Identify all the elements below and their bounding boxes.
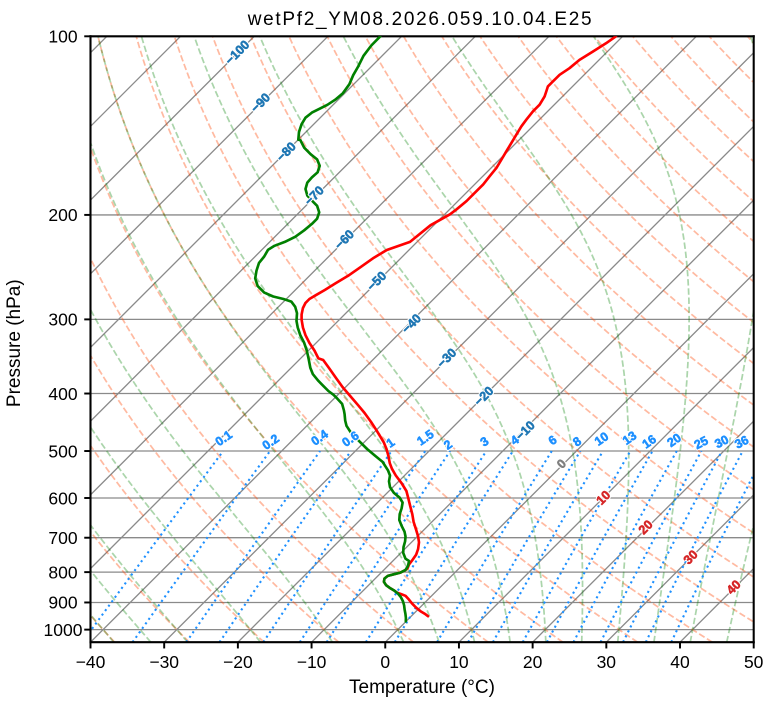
svg-text:Pressure (hPa): Pressure (hPa) xyxy=(4,279,25,407)
svg-text:40: 40 xyxy=(670,652,690,672)
svg-text:400: 400 xyxy=(48,384,77,404)
svg-text:−40: −40 xyxy=(76,652,106,672)
svg-text:30: 30 xyxy=(712,432,731,451)
svg-text:25: 25 xyxy=(692,433,711,452)
svg-text:−20: −20 xyxy=(223,652,253,672)
svg-text:500: 500 xyxy=(48,441,77,461)
svg-text:600: 600 xyxy=(48,488,77,508)
svg-text:30: 30 xyxy=(597,652,617,672)
svg-text:10: 10 xyxy=(449,652,469,672)
svg-text:800: 800 xyxy=(48,562,77,582)
svg-text:25: 25 xyxy=(692,433,711,452)
svg-text:−30: −30 xyxy=(149,652,179,672)
svg-text:900: 900 xyxy=(48,593,77,613)
svg-text:−10: −10 xyxy=(297,652,327,672)
svg-text:1000: 1000 xyxy=(44,620,83,640)
svg-text:36: 36 xyxy=(732,433,751,452)
svg-text:20: 20 xyxy=(523,652,543,672)
svg-text:200: 200 xyxy=(48,205,77,225)
svg-text:300: 300 xyxy=(48,310,77,330)
svg-text:0: 0 xyxy=(380,652,390,672)
svg-text:16: 16 xyxy=(640,432,659,451)
svg-text:100: 100 xyxy=(48,27,77,47)
svg-text:50: 50 xyxy=(744,652,764,672)
svg-text:700: 700 xyxy=(48,528,77,548)
svg-text:Temperature (°C): Temperature (°C) xyxy=(349,677,495,698)
svg-text:wetPf2_YM08.2026.059.10.04.E25: wetPf2_YM08.2026.059.10.04.E25 xyxy=(247,9,594,30)
